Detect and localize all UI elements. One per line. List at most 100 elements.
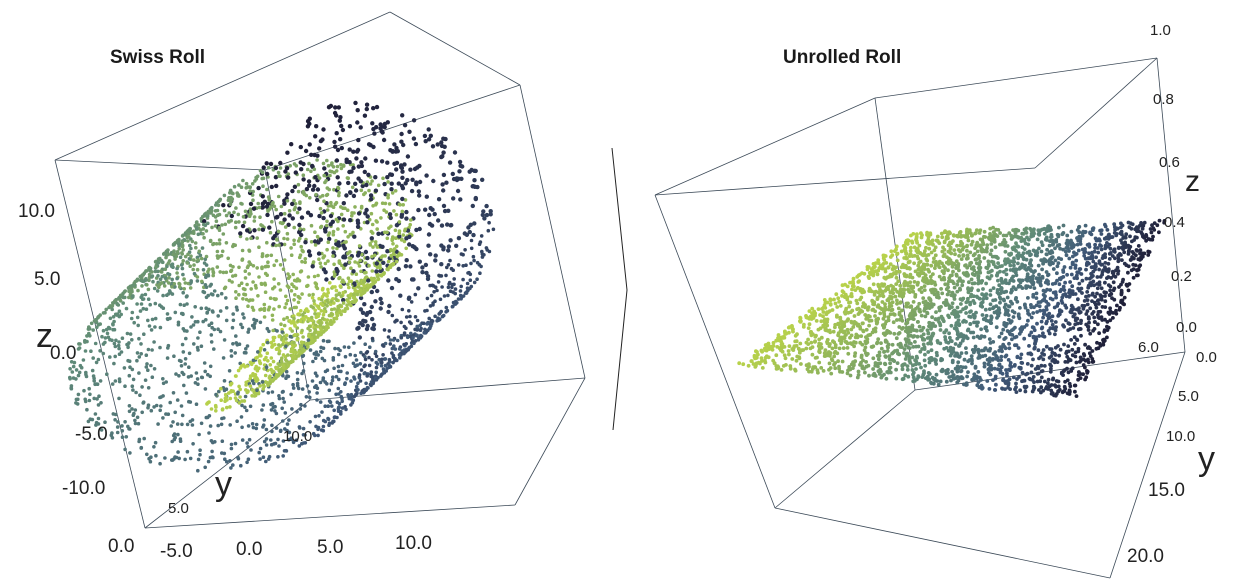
- swiss-roll-point: [387, 303, 392, 309]
- swiss-roll-point: [402, 331, 407, 335]
- swiss-roll-point: [248, 298, 253, 302]
- swiss-roll-point: [139, 302, 144, 306]
- swiss-roll-point: [207, 267, 211, 272]
- swiss-roll-point: [263, 290, 268, 295]
- swiss-roll-point: [299, 232, 304, 238]
- swiss-roll-point: [392, 344, 396, 348]
- swiss-roll-point: [373, 175, 378, 180]
- swiss-roll-point: [316, 433, 320, 438]
- unrolled-roll-point: [915, 334, 920, 339]
- swiss-roll-point: [112, 361, 116, 366]
- swiss-roll-point: [239, 463, 243, 468]
- unrolled-roll-point: [1102, 329, 1107, 334]
- swiss-roll-point: [246, 457, 251, 462]
- unrolled-roll-point: [821, 314, 825, 319]
- swiss-roll-point: [116, 343, 121, 348]
- swiss-roll-point: [470, 184, 475, 189]
- swiss-roll-point: [398, 203, 402, 207]
- swiss-roll-point: [329, 204, 334, 208]
- unrolled-roll-point: [917, 362, 922, 366]
- swiss-roll-point: [70, 370, 75, 374]
- unrolled-roll-point: [1162, 219, 1167, 223]
- swiss-roll-point: [309, 152, 314, 157]
- swiss-roll-point: [281, 454, 286, 458]
- swiss-roll-point: [269, 253, 274, 258]
- unrolled-roll-point: [950, 360, 955, 365]
- swiss-roll-point: [441, 172, 447, 178]
- unrolled-roll-point: [903, 357, 908, 361]
- swiss-roll-point: [321, 325, 326, 330]
- swiss-roll-point: [282, 236, 286, 241]
- swiss-roll-point: [230, 280, 234, 284]
- swiss-roll-point: [310, 338, 315, 343]
- swiss-roll-point: [339, 162, 343, 167]
- swiss-roll-point: [241, 287, 246, 291]
- swiss-roll-point: [111, 301, 115, 305]
- swiss-roll-point: [147, 272, 152, 277]
- swiss-roll-point: [359, 204, 364, 209]
- swiss-roll-point: [339, 312, 344, 317]
- swiss-roll-point: [103, 336, 108, 340]
- swiss-roll-point: [409, 277, 415, 282]
- swiss-roll-point: [160, 274, 165, 279]
- swiss-roll-point: [470, 203, 475, 209]
- swiss-roll-point: [390, 313, 395, 318]
- unrolled-roll-point: [901, 376, 906, 381]
- swiss-roll-point: [393, 236, 398, 240]
- unrolled-roll-point: [911, 375, 916, 380]
- swiss-roll-point: [331, 375, 335, 380]
- swiss-roll-point: [371, 106, 376, 111]
- swiss-roll-point: [442, 294, 447, 298]
- swiss-roll-point: [164, 255, 168, 260]
- unrolled-roll-point: [952, 248, 957, 253]
- swiss-roll-point: [414, 333, 419, 338]
- swiss-roll-point: [444, 180, 449, 185]
- swiss-roll-point: [464, 263, 468, 268]
- swiss-roll-point: [403, 198, 408, 202]
- unrolled-roll-point: [899, 249, 904, 254]
- unrolled-roll-point: [883, 339, 888, 344]
- swiss-roll-point: [338, 137, 343, 142]
- unrolled-roll-point: [1068, 265, 1073, 270]
- swiss-roll-point: [358, 307, 364, 312]
- swiss-roll-point: [397, 353, 402, 357]
- swiss-roll-point: [371, 126, 376, 132]
- swiss-roll-point: [296, 300, 301, 305]
- swiss-roll-point: [426, 137, 432, 142]
- swiss-roll-point: [138, 393, 142, 398]
- swiss-roll-point: [209, 439, 214, 443]
- swiss-roll-point: [291, 382, 295, 387]
- swiss-roll-point: [425, 276, 431, 282]
- unrolled-roll-point: [1099, 286, 1104, 291]
- swiss-roll-point: [179, 263, 184, 267]
- swiss-roll-point: [399, 131, 404, 137]
- swiss-roll-point: [389, 254, 394, 258]
- unrolled-roll-point: [1065, 272, 1069, 277]
- swiss-roll-point: [256, 294, 260, 298]
- swiss-roll-point: [299, 244, 304, 249]
- swiss-roll-point: [349, 303, 353, 308]
- swiss-roll-point: [409, 218, 413, 222]
- swiss-roll-point: [84, 374, 89, 379]
- swiss-roll-point: [312, 274, 317, 279]
- unrolled-roll-point: [989, 242, 994, 246]
- swiss-roll-point: [328, 400, 333, 405]
- swiss-roll-point: [335, 246, 339, 251]
- swiss-roll-point: [294, 279, 299, 283]
- swiss-roll-point: [386, 259, 391, 264]
- swiss-roll-point: [400, 196, 405, 202]
- unrolled-roll-point: [866, 265, 871, 269]
- unrolled-roll-point: [1017, 332, 1022, 336]
- swiss-roll-point: [178, 302, 183, 307]
- unrolled-roll-point: [873, 329, 878, 334]
- swiss-roll-point: [296, 386, 301, 391]
- unrolled-roll-point: [896, 279, 901, 284]
- swiss-roll-point: [260, 227, 266, 232]
- unrolled-roll-point: [888, 331, 893, 335]
- swiss-roll-point: [176, 450, 180, 454]
- unrolled-roll-point: [1062, 265, 1067, 269]
- swiss-roll-point: [93, 341, 98, 346]
- swiss-roll-point: [234, 296, 238, 301]
- unrolled-roll-point: [888, 255, 893, 259]
- swiss-roll-point: [367, 217, 372, 222]
